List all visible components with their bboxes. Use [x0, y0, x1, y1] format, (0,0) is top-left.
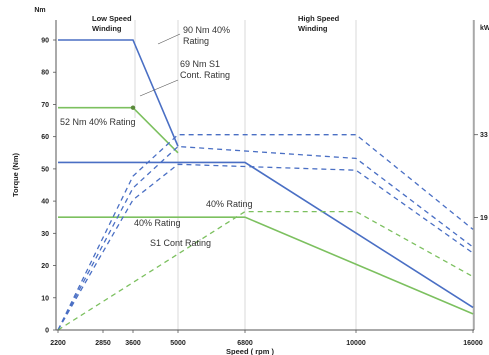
- data-point-marker: [130, 105, 136, 110]
- y-tick-label: 90: [41, 38, 49, 45]
- region-label: High Speed: [298, 14, 340, 23]
- axes-layer: [53, 20, 478, 333]
- annotation-label: 69 Nm S1: [180, 59, 220, 69]
- x-tick-label: 2200: [50, 340, 66, 347]
- power-curve-4: [57, 134, 474, 331]
- grid-layer: [134, 20, 474, 330]
- y-tick-label: 40: [41, 199, 49, 206]
- power-curve-6: [57, 163, 474, 331]
- y-tick-label: 10: [41, 295, 49, 302]
- series-layer: [57, 39, 474, 331]
- y-tick-label: 60: [41, 134, 49, 141]
- y-tick-label: 0: [45, 328, 49, 335]
- annotation-label: Rating: [183, 36, 209, 46]
- plot-area: [56, 14, 473, 330]
- torque-curve-2: [58, 161, 474, 309]
- torque-curve-3: [58, 216, 474, 315]
- annotation-label: 40% Rating: [206, 199, 253, 209]
- y-axis-title: Torque (Nm): [11, 152, 20, 197]
- y2-tick-label: 33: [480, 132, 488, 139]
- label-layer: 0 10 20 30 40 50 60 70 80 90 Nm 2200 2850 3600 5000 680…: [11, 7, 489, 355]
- x-tick-label: 16000: [463, 340, 483, 347]
- annotation-label: Cont. Rating: [180, 70, 230, 80]
- y-tick-label: 70: [41, 102, 49, 109]
- y-tick-label: 80: [41, 70, 49, 77]
- y2-tick-label: 19: [480, 215, 488, 222]
- annotation-leader: [157, 33, 181, 45]
- region-label: Low Speed: [92, 14, 132, 23]
- annotation-label: 52 Nm 40% Rating: [60, 117, 136, 127]
- annotation-leader: [139, 79, 179, 97]
- x-tick-label: 6800: [237, 340, 253, 347]
- y-tick-label: 30: [41, 231, 49, 238]
- x-tick-label: 5000: [170, 340, 186, 347]
- x-axis-title: Speed ( rpm ): [226, 347, 274, 355]
- x-tick-label: 10000: [346, 340, 366, 347]
- region-label: Winding: [92, 24, 122, 33]
- annotation-label: S1 Cont Rating: [150, 238, 211, 248]
- y-unit-label: Nm: [34, 7, 45, 14]
- x-tick-label: 3600: [125, 340, 141, 347]
- annotation-label: 40% Rating: [134, 218, 181, 228]
- y-tick-label: 50: [41, 166, 49, 173]
- power-curve-7: [57, 210, 474, 331]
- torque-curve-0: [58, 39, 179, 147]
- annotation-label: 90 Nm 40%: [183, 25, 230, 35]
- x-tick-label: 2850: [95, 340, 111, 347]
- y-tick-label: 20: [41, 263, 49, 270]
- region-label: Winding: [298, 24, 328, 33]
- y2-unit-label: kW: [480, 25, 489, 32]
